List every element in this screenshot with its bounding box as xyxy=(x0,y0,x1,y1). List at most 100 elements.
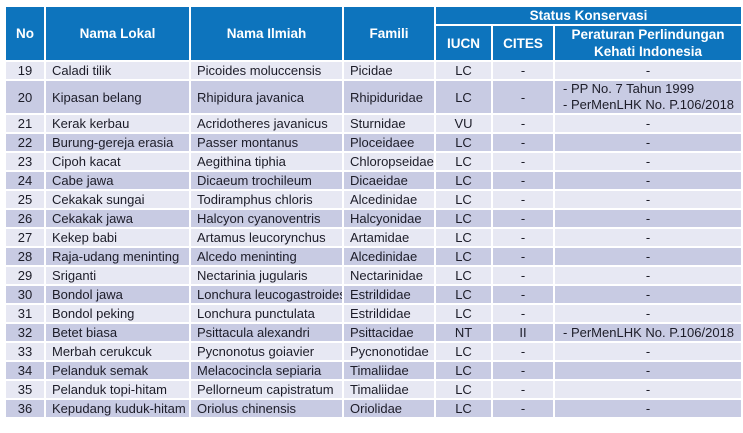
cell-peraturan: - xyxy=(553,208,743,229)
cell-no: 36 xyxy=(4,398,46,419)
cell-nama-lokal: Caladi tilik xyxy=(44,60,191,81)
cell-cites: - xyxy=(491,303,555,324)
cell-famili: Estrildidae xyxy=(342,303,436,324)
table-row: 24 Cabe jawa Dicaeum trochileum Dicaeida… xyxy=(4,170,743,191)
cell-nama-lokal: Betet biasa xyxy=(44,322,191,343)
cell-peraturan: - xyxy=(553,360,743,381)
cell-cites: - xyxy=(491,113,555,134)
cell-famili: Sturnidae xyxy=(342,113,436,134)
cell-peraturan: - xyxy=(553,151,743,172)
cell-nama-lokal: Kepudang kuduk-hitam xyxy=(44,398,191,419)
cell-famili: Pycnonotidae xyxy=(342,341,436,362)
cell-nama-lokal: Cipoh kacat xyxy=(44,151,191,172)
table-row: 20 Kipasan belang Rhipidura javanica Rhi… xyxy=(4,79,743,115)
cell-peraturan: - xyxy=(553,170,743,191)
table-row: 22 Burung-gereja erasia Passer montanus … xyxy=(4,132,743,153)
col-header-cites: CITES xyxy=(491,24,555,62)
cell-no: 27 xyxy=(4,227,46,248)
cell-no: 33 xyxy=(4,341,46,362)
cell-no: 19 xyxy=(4,60,46,81)
cell-nama-ilmiah: Nectarinia jugularis xyxy=(189,265,344,286)
cell-famili: Picidae xyxy=(342,60,436,81)
cell-iucn: VU xyxy=(434,113,493,134)
cell-famili: Nectarinidae xyxy=(342,265,436,286)
cell-cites: - xyxy=(491,79,555,115)
cell-iucn: LC xyxy=(434,398,493,419)
cell-nama-ilmiah: Oriolus chinensis xyxy=(189,398,344,419)
cell-peraturan: - PP No. 7 Tahun 1999- PerMenLHK No. P.1… xyxy=(553,79,743,115)
cell-peraturan: - xyxy=(553,60,743,81)
cell-peraturan: - xyxy=(553,398,743,419)
table-header: No Nama Lokal Nama Ilmiah Famili Status … xyxy=(4,5,743,62)
cell-iucn: LC xyxy=(434,132,493,153)
table-row: 21 Kerak kerbau Acridotheres javanicus S… xyxy=(4,113,743,134)
table-row: 19 Caladi tilik Picoides moluccensis Pic… xyxy=(4,60,743,81)
species-conservation-table: No Nama Lokal Nama Ilmiah Famili Status … xyxy=(4,5,743,419)
cell-no: 25 xyxy=(4,189,46,210)
cell-cites: - xyxy=(491,360,555,381)
cell-nama-ilmiah: Psittacula alexandri xyxy=(189,322,344,343)
cell-famili: Timaliidae xyxy=(342,379,436,400)
cell-nama-lokal: Cabe jawa xyxy=(44,170,191,191)
cell-nama-lokal: Cekakak sungai xyxy=(44,189,191,210)
cell-iucn: LC xyxy=(434,265,493,286)
cell-no: 32 xyxy=(4,322,46,343)
cell-cites: - xyxy=(491,265,555,286)
table-row: 23 Cipoh kacat Aegithina tiphia Chlorops… xyxy=(4,151,743,172)
cell-cites: - xyxy=(491,208,555,229)
col-header-iucn: IUCN xyxy=(434,24,493,62)
table-row: 27 Kekep babi Artamus leucorynchus Artam… xyxy=(4,227,743,248)
cell-no: 29 xyxy=(4,265,46,286)
cell-cites: - xyxy=(491,227,555,248)
cell-famili: Ploceidaee xyxy=(342,132,436,153)
cell-famili: Alcedinidae xyxy=(342,189,436,210)
cell-cites: - xyxy=(491,398,555,419)
cell-iucn: LC xyxy=(434,60,493,81)
cell-no: 20 xyxy=(4,79,46,115)
cell-nama-lokal: Kerak kerbau xyxy=(44,113,191,134)
col-header-famili: Famili xyxy=(342,5,436,62)
cell-nama-ilmiah: Lonchura punctulata xyxy=(189,303,344,324)
cell-nama-lokal: Pelanduk semak xyxy=(44,360,191,381)
cell-no: 22 xyxy=(4,132,46,153)
cell-iucn: LC xyxy=(434,303,493,324)
cell-nama-ilmiah: Halcyon cyanoventris xyxy=(189,208,344,229)
cell-iucn: LC xyxy=(434,170,493,191)
cell-iucn: LC xyxy=(434,208,493,229)
cell-no: 30 xyxy=(4,284,46,305)
cell-famili: Estrildidae xyxy=(342,284,436,305)
cell-famili: Timaliidae xyxy=(342,360,436,381)
cell-cites: - xyxy=(491,60,555,81)
cell-nama-lokal: Pelanduk topi-hitam xyxy=(44,379,191,400)
cell-peraturan: - xyxy=(553,379,743,400)
cell-cites: - xyxy=(491,170,555,191)
table-row: 30 Bondol jawa Lonchura leucogastroides … xyxy=(4,284,743,305)
cell-famili: Oriolidae xyxy=(342,398,436,419)
cell-iucn: LC xyxy=(434,79,493,115)
cell-no: 24 xyxy=(4,170,46,191)
cell-nama-ilmiah: Todiramphus chloris xyxy=(189,189,344,210)
cell-iucn: LC xyxy=(434,379,493,400)
cell-nama-ilmiah: Alcedo meninting xyxy=(189,246,344,267)
cell-famili: Artamidae xyxy=(342,227,436,248)
cell-famili: Halcyonidae xyxy=(342,208,436,229)
cell-famili: Psittacidae xyxy=(342,322,436,343)
cell-famili: Dicaeidae xyxy=(342,170,436,191)
cell-nama-ilmiah: Passer montanus xyxy=(189,132,344,153)
cell-peraturan: - xyxy=(553,284,743,305)
cell-cites: - xyxy=(491,379,555,400)
cell-nama-ilmiah: Melacocincla sepiaria xyxy=(189,360,344,381)
col-header-peraturan: Peraturan Perlindungan Kehati Indonesia xyxy=(553,24,743,62)
cell-nama-ilmiah: Picoides moluccensis xyxy=(189,60,344,81)
table-row: 31 Bondol peking Lonchura punctulata Est… xyxy=(4,303,743,324)
cell-peraturan: - xyxy=(553,132,743,153)
cell-no: 26 xyxy=(4,208,46,229)
cell-nama-ilmiah: Dicaeum trochileum xyxy=(189,170,344,191)
cell-peraturan: - xyxy=(553,265,743,286)
cell-iucn: LC xyxy=(434,341,493,362)
cell-nama-lokal: Sriganti xyxy=(44,265,191,286)
table-row: 35 Pelanduk topi-hitam Pellorneum capist… xyxy=(4,379,743,400)
cell-cites: - xyxy=(491,341,555,362)
cell-nama-ilmiah: Rhipidura javanica xyxy=(189,79,344,115)
